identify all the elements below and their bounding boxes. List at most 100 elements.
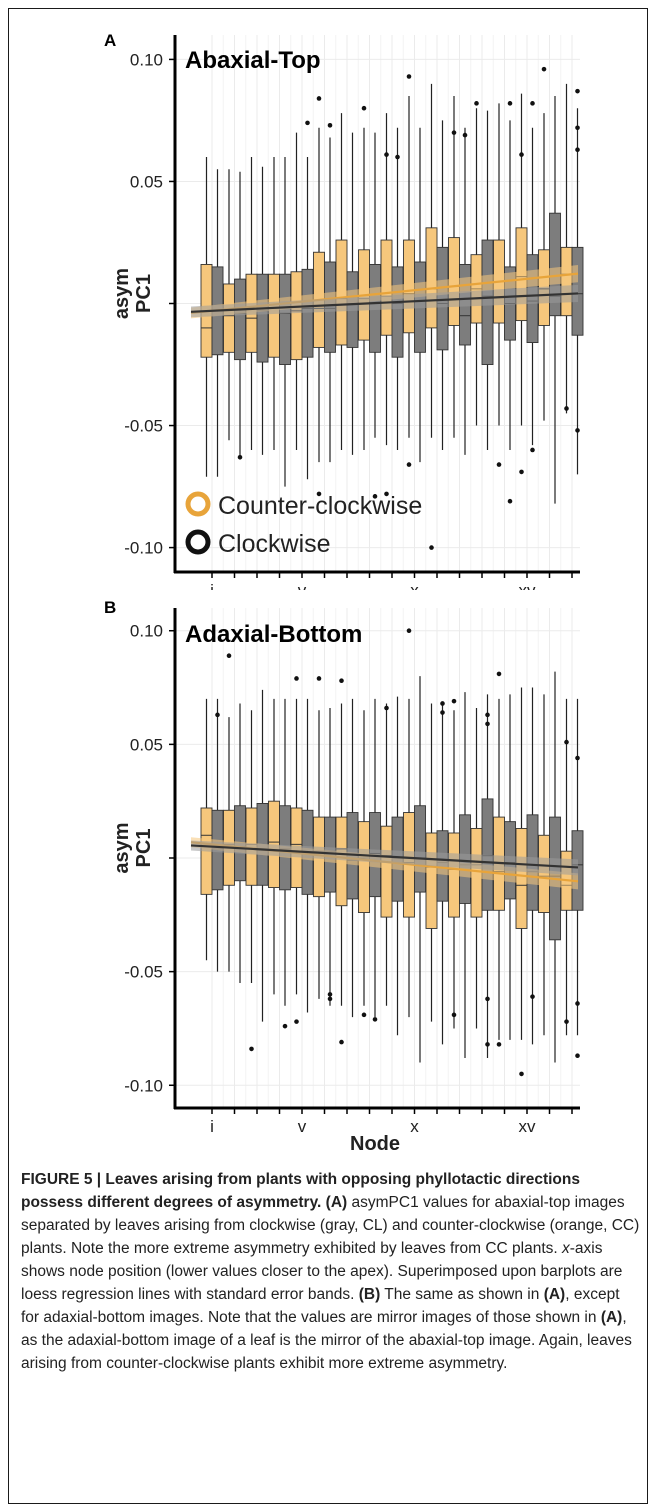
outlier-point [372,1017,378,1022]
loess-line [190,292,579,313]
outlier-point [440,701,445,706]
outlier-point [507,101,513,106]
loess-line [190,844,579,869]
caption-label-b: (B) [358,1286,381,1303]
figure-caption: FIGURE 5 | Leaves arising from plants wi… [21,1168,641,1375]
outlier-point [327,123,333,128]
x-tick-label: v [298,581,307,590]
outlier-point [361,1012,367,1018]
panel-title: Abaxial-Top [185,47,321,74]
outlier-point [384,152,389,157]
outlier-point [316,676,322,681]
x-tick-label: i [210,581,214,590]
y-axis-label-line2: PC1 [133,274,155,313]
outlier-point [429,545,434,550]
caption-text-b3: , as the adaxial-bottom image of a leaf … [21,1309,632,1372]
y-axis-label-line1: asym [111,268,133,319]
caption-xaxis-word: x [562,1240,570,1257]
box-body [268,273,280,358]
legend-key-cl [185,529,211,555]
outlier-point [316,491,322,497]
outlier-point [564,406,569,411]
y-tick-label: -0.10 [124,1076,163,1095]
outlier-point [372,494,378,499]
outlier-point [530,101,535,106]
outlier-point [327,996,333,1002]
box-body [481,798,494,911]
box-body [279,273,291,365]
loess-se-band [191,284,578,318]
caption-ref-a1: (A) [543,1286,566,1303]
y-tick-label: -0.05 [124,417,163,436]
outlier-point [316,96,322,101]
box-body [234,278,246,361]
figure-frame [8,8,648,1504]
y-tick-label: 0.05 [130,735,163,754]
outlier-point [215,712,220,718]
outlier-point [496,1042,502,1047]
outlier-point [440,710,445,715]
outlier-point [339,678,344,684]
outlier-point [327,992,333,997]
outlier-point [519,469,524,475]
caption-text-a2: -axis shows node position (lower values … [21,1240,623,1303]
y-axis-label-line1: asym [111,822,133,873]
legend-key-cc [185,491,211,517]
outlier-point [575,755,580,761]
y-tick-label: -0.05 [124,963,163,982]
x-tick-label: i [210,1117,214,1136]
outlier-point [564,739,569,745]
legend-label-cl: Clockwise [218,530,331,558]
outlier-point [451,1012,457,1018]
outlier-point [485,1042,490,1047]
outlier-point [541,66,547,72]
outlier-point [496,462,502,467]
box-body [290,271,303,361]
outlier-point [474,101,479,106]
outlier-point [451,130,457,135]
outlier-point [249,1046,254,1052]
box-body [256,273,269,363]
outlier-point [406,628,412,634]
outlier-point [339,1039,344,1045]
outlier-point [294,676,299,681]
y-tick-label: 0.10 [130,50,163,69]
y-tick-label: 0.10 [130,622,163,641]
outlier-point [575,147,580,153]
outlier-point [406,74,412,79]
outlier-point [384,491,389,497]
loess-se-band [191,840,578,876]
outlier-point [395,154,400,160]
box-body [425,227,438,329]
x-axis-label: Node [350,1133,400,1150]
outlier-point [451,698,457,704]
outlier-point [406,462,412,467]
outlier-point [530,447,535,453]
outlier-point [575,1001,580,1006]
outlier-point [226,653,232,659]
outlier-point [305,120,310,126]
outlier-point [530,994,535,999]
outlier-point [294,1019,299,1024]
x-tick-label: xv [519,581,537,590]
outlier-point [575,428,580,433]
caption-text-b1: The same as shown in [380,1286,544,1303]
outlier-point [575,88,580,94]
outlier-point [519,1071,524,1077]
x-tick-label: v [298,1117,307,1136]
caption-ref-a2: (A) [600,1309,623,1326]
panel-label: A [104,31,116,50]
caption-text-a1: asymPC1 values for abaxial-top images se… [21,1194,640,1257]
outlier-point [485,721,490,727]
outlier-point [575,1053,580,1059]
box-body [414,805,426,893]
box-body [223,283,235,353]
outlier-point [485,712,490,718]
caption-text-b2: , except for adaxial-bottom images. Note… [21,1286,620,1326]
caption-figure-label: FIGURE 5 | Leaves arising from plants wi… [21,1171,580,1211]
outlier-point [237,454,243,460]
outlier-point [507,498,513,504]
x-tick-label: xv [519,1117,537,1136]
outlier-point [485,996,490,1002]
x-tick-label: x [410,581,419,590]
